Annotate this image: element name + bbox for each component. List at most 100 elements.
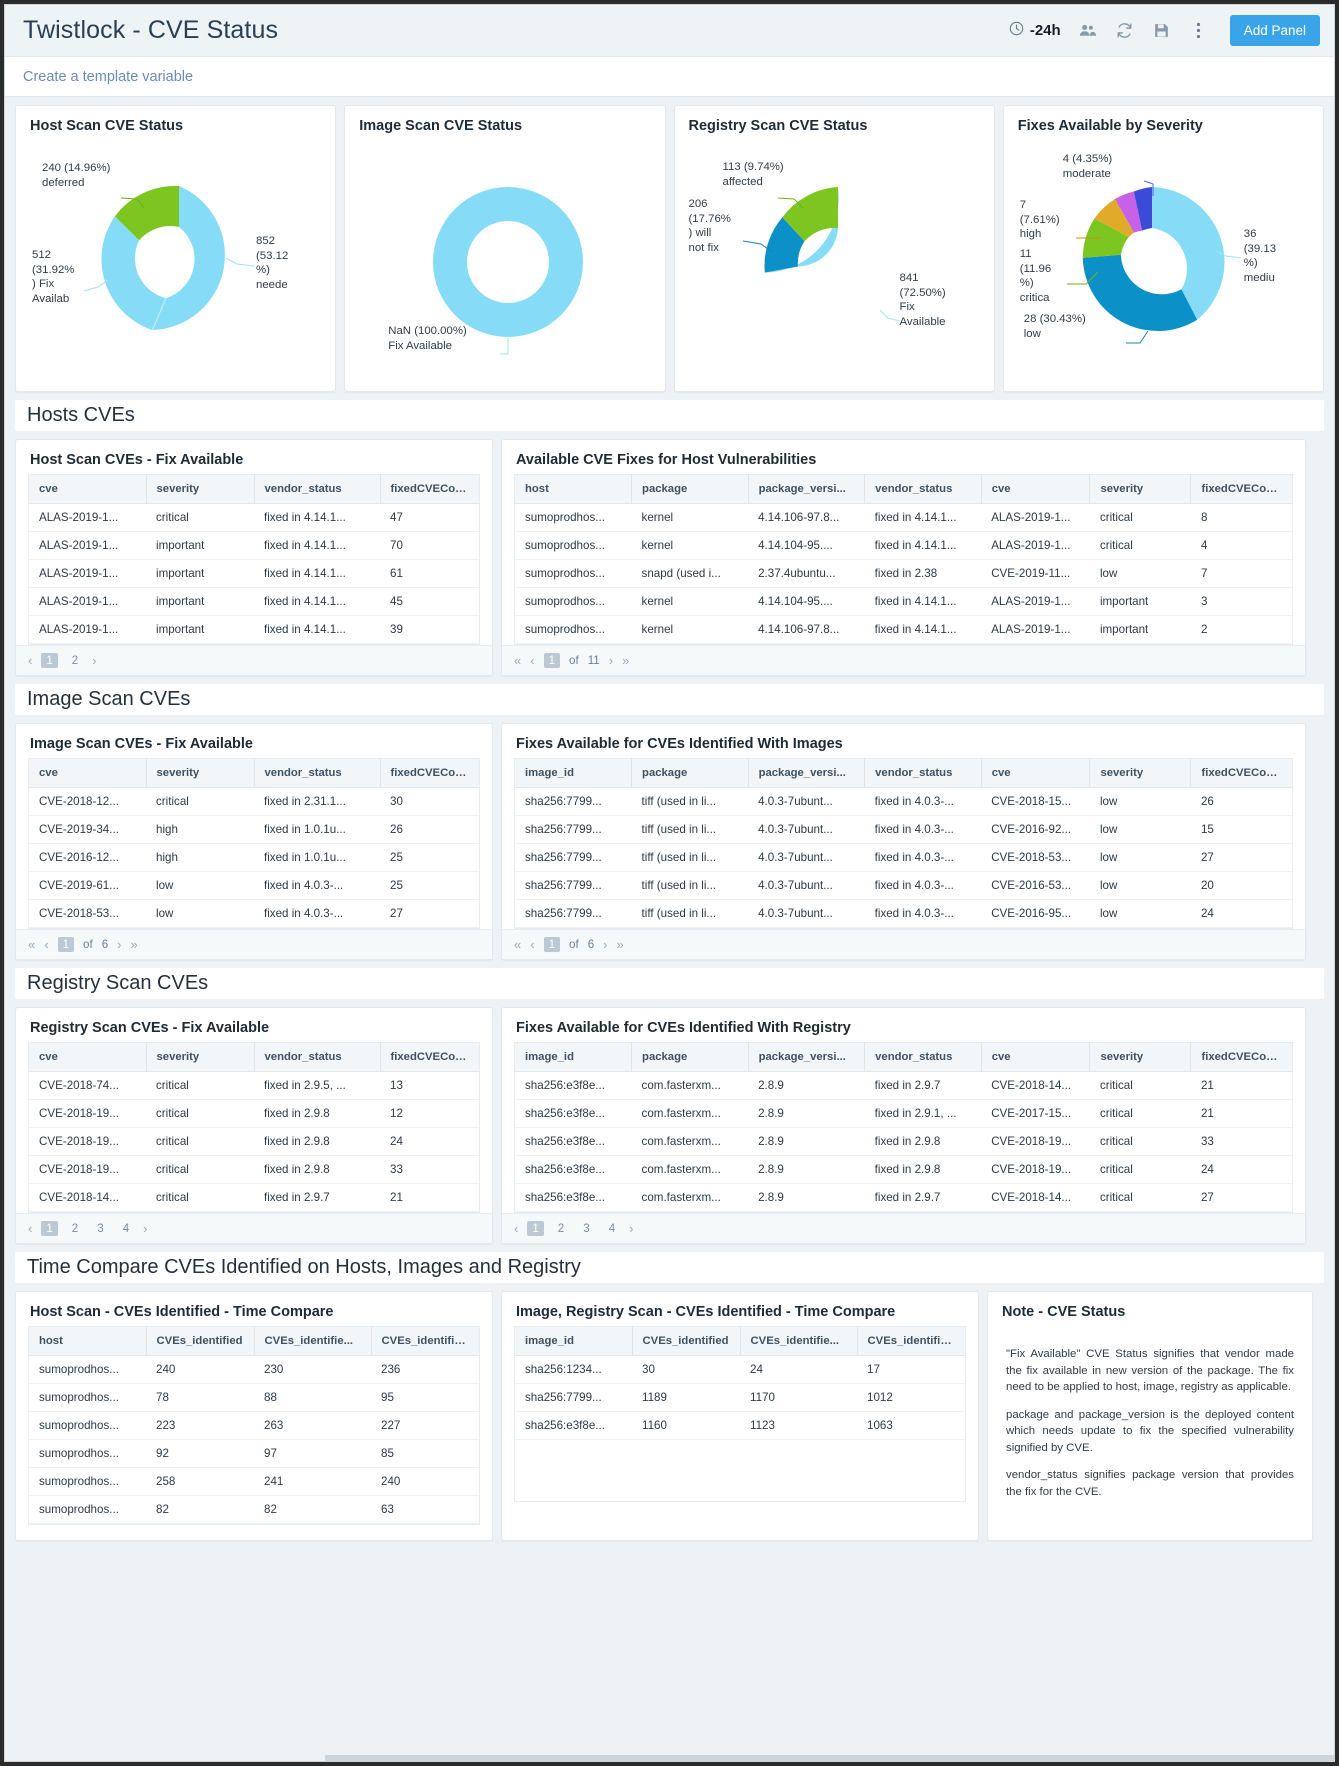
column-header[interactable]: vendor_status (864, 758, 982, 788)
column-header[interactable]: severity (146, 1042, 255, 1072)
pager-next[interactable]: › (117, 937, 122, 952)
column-header[interactable]: image_id (515, 1042, 633, 1072)
column-header[interactable]: vendor_status (254, 758, 381, 788)
table-row[interactable]: CVE-2018-53... low fixed in 4.0.3-... 27 (29, 899, 479, 928)
column-header[interactable]: fixedCVECount (380, 474, 479, 504)
table-row[interactable]: sumoprodhos... kernel 4.14.106-97.8... fixe… (515, 503, 1292, 532)
column-header[interactable]: cve (29, 474, 147, 504)
horizontal-scrollbar[interactable] (325, 1755, 1334, 1761)
column-header[interactable]: vendor_status (254, 474, 381, 504)
table-row[interactable]: sumoprodhos... 258 241 240 (29, 1467, 479, 1496)
pager-page-1[interactable]: 1 (527, 1221, 544, 1236)
table-row[interactable]: CVE-2019-34... high fixed in 1.0.1u... 26 (29, 815, 479, 844)
table-row[interactable]: sumoprodhos... snapd (used i... 2.37.4ubun… (515, 559, 1292, 588)
column-header[interactable]: severity (1089, 758, 1192, 788)
pager-first[interactable]: « (514, 937, 522, 952)
column-header[interactable]: fixedCVECount (380, 1042, 479, 1072)
table-row[interactable]: CVE-2016-12... high fixed in 1.0.1u... 25 (29, 843, 479, 872)
pager-current-page[interactable]: 1 (543, 937, 561, 952)
column-header[interactable]: cve (981, 758, 1091, 788)
pager-prev[interactable]: ‹ (530, 937, 535, 952)
table-row[interactable]: sha256:e3f8e... com.fasterxm... 2.8.9 fixed… (515, 1099, 1292, 1128)
table-row[interactable]: sumoprodhos... 82 82 63 (29, 1495, 479, 1524)
pager-last[interactable]: » (616, 937, 624, 952)
pager-prev[interactable]: ‹ (28, 1221, 33, 1236)
column-header[interactable]: package_versi... (748, 474, 866, 504)
table-row[interactable]: ALAS-2019-1... important fixed in 4.14.1..… (29, 587, 479, 616)
table-row[interactable]: sumoprodhos... 240 230 236 (29, 1355, 479, 1384)
table-row[interactable]: sha256:7799... tiff (used in li... 4.0.3-7… (515, 815, 1292, 844)
pager-total-pages[interactable]: 6 (587, 938, 595, 951)
table-row[interactable]: sha256:7799... 1189 1170 1012 (515, 1383, 965, 1412)
column-header[interactable]: cve (981, 474, 1091, 504)
pager-next[interactable]: › (603, 937, 608, 952)
column-header[interactable]: package (631, 758, 749, 788)
pager-page-1[interactable]: 1 (41, 653, 58, 668)
pager-page-2[interactable]: 2 (557, 1222, 565, 1235)
table-row[interactable]: sumoprodhos... kernel 4.14.104-95.... fixed… (515, 587, 1292, 616)
pager-page-2[interactable]: 2 (71, 654, 79, 667)
pager[interactable]: ‹ 1 2 3 4 › (502, 1213, 1305, 1243)
column-header[interactable]: CVEs_identifie... (254, 1326, 372, 1356)
column-header[interactable]: fixedCVECount (1190, 758, 1292, 788)
column-header[interactable]: image_id (515, 1326, 633, 1356)
create-template-variable-link[interactable]: Create a template variable (23, 68, 194, 85)
table-row[interactable]: CVE-2018-12... critical fixed in 2.31.1...… (29, 787, 479, 816)
table-row[interactable]: sumoprodhos... kernel 4.14.104-95.... fixed… (515, 531, 1292, 560)
column-header[interactable]: severity (146, 474, 255, 504)
column-header[interactable]: severity (146, 758, 255, 788)
pager[interactable]: ‹ 1 2 › (16, 645, 492, 675)
table-row[interactable]: sumoprodhos... kernel 4.14.106-97.8... fixe… (515, 615, 1292, 644)
column-header[interactable]: vendor_status (254, 1042, 381, 1072)
save-icon[interactable] (1152, 21, 1172, 41)
table-row[interactable]: sha256:7799... tiff (used in li... 4.0.3-7… (515, 899, 1292, 928)
table-row[interactable]: sha256:e3f8e... 1160 1123 1063 (515, 1411, 965, 1440)
pager-last[interactable]: » (622, 653, 630, 668)
pager-next[interactable]: › (629, 1221, 634, 1236)
table-row[interactable]: sha256:e3f8e... com.fasterxm... 2.8.9 fixed… (515, 1127, 1292, 1156)
column-header[interactable]: cve (29, 758, 147, 788)
pager-page-4[interactable]: 4 (608, 1222, 616, 1235)
add-panel-button[interactable]: Add Panel (1229, 15, 1320, 46)
table-row[interactable]: ALAS-2019-1... important fixed in 4.14.1..… (29, 559, 479, 588)
pager-current-page[interactable]: 1 (543, 653, 561, 668)
pager-first[interactable]: « (514, 653, 522, 668)
time-range-picker[interactable]: -24h (1009, 21, 1061, 40)
column-header[interactable]: CVEs_identified (632, 1326, 741, 1356)
table-row[interactable]: ALAS-2019-1... important fixed in 4.14.1..… (29, 531, 479, 560)
pager-next[interactable]: › (608, 653, 614, 668)
pager-current-page[interactable]: 1 (57, 937, 75, 952)
pager-page-2[interactable]: 2 (71, 1222, 79, 1235)
pager-total-pages[interactable]: 11 (587, 654, 600, 667)
pager-next[interactable]: › (143, 1221, 148, 1236)
table-row[interactable]: CVE-2018-14... critical fixed in 2.9.7 21 (29, 1183, 479, 1212)
table-row[interactable]: ALAS-2019-1... important fixed in 4.14.1..… (29, 615, 479, 644)
column-header[interactable]: package (631, 474, 749, 504)
table-row[interactable]: sha256:1234... 30 24 17 (515, 1355, 965, 1384)
pager-total-pages[interactable]: 6 (101, 938, 109, 951)
table-row[interactable]: sha256:e3f8e... com.fasterxm... 2.8.9 fixed… (515, 1155, 1292, 1184)
pager-prev[interactable]: ‹ (514, 1221, 519, 1236)
column-header[interactable]: package (631, 1042, 749, 1072)
table-row[interactable]: ALAS-2019-1... critical fixed in 4.14.1...… (29, 503, 479, 532)
pager[interactable]: « ‹ 1 of 6 › » (502, 929, 1305, 959)
table-row[interactable]: CVE-2018-19... critical fixed in 2.9.8 12 (29, 1099, 479, 1128)
column-header[interactable]: image_id (515, 758, 633, 788)
pager-prev[interactable]: ‹ (530, 653, 535, 668)
pager-page-1[interactable]: 1 (41, 1221, 58, 1236)
pager[interactable]: ‹ 1 2 3 4 › (16, 1213, 492, 1243)
pager-first[interactable]: « (28, 937, 36, 952)
table-row[interactable]: sumoprodhos... 223 263 227 (29, 1411, 479, 1440)
table-row[interactable]: sumoprodhos... 78 88 95 (29, 1383, 479, 1412)
column-header[interactable]: cve (981, 1042, 1091, 1072)
column-header[interactable]: severity (1089, 1042, 1192, 1072)
pager-page-3[interactable]: 3 (583, 1222, 590, 1235)
table-row[interactable]: sha256:e3f8e... com.fasterxm... 2.8.9 fixed… (515, 1183, 1292, 1212)
pager-page-3[interactable]: 3 (97, 1222, 104, 1235)
column-header[interactable]: CVEs_identified (146, 1326, 255, 1356)
users-icon[interactable] (1078, 21, 1098, 41)
column-header[interactable]: fixedCVECount (380, 758, 479, 788)
column-header[interactable]: fixedCVECount (1190, 1042, 1292, 1072)
table-row[interactable]: sha256:e3f8e... com.fasterxm... 2.8.9 fixed… (515, 1071, 1292, 1100)
column-header[interactable]: fixedCVECount (1190, 474, 1292, 504)
